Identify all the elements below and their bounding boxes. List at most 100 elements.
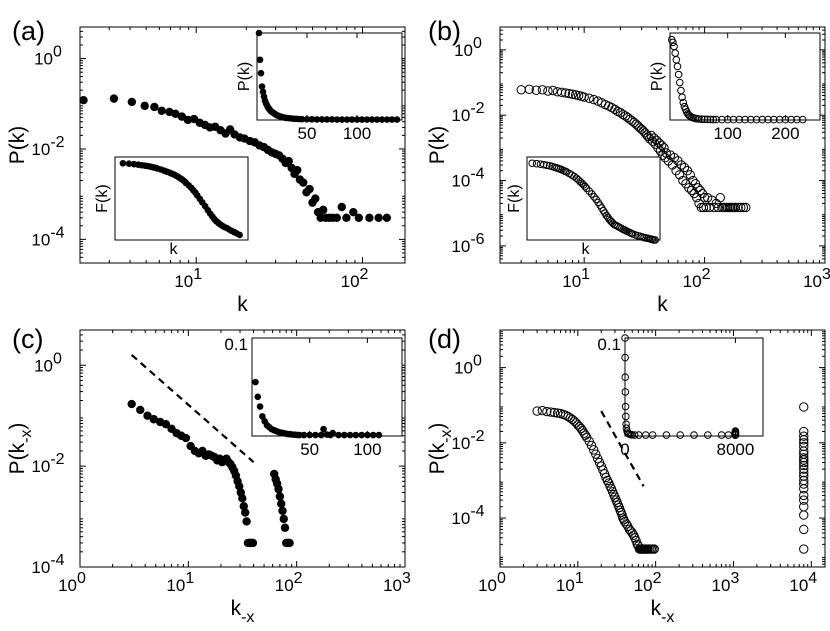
data-point: [746, 115, 755, 124]
data-point: [799, 464, 809, 474]
data-point: [660, 153, 670, 163]
data-point: [319, 205, 328, 215]
data-point: [337, 202, 346, 212]
y-axis-label: P(k): [6, 126, 29, 165]
data-point: [305, 184, 314, 194]
data-point: [606, 216, 615, 225]
main-series: [127, 399, 294, 548]
data-point: [303, 115, 311, 123]
data-point: [799, 468, 809, 478]
y-tick-label: 10-2: [31, 451, 64, 476]
data-point: [649, 544, 659, 554]
y-tick-label: 10-2: [451, 428, 484, 453]
inset-y-label: P(k): [649, 62, 666, 91]
inset-x-tick-label: 0: [620, 440, 629, 459]
data-point: [621, 373, 630, 382]
data-point: [621, 388, 630, 396]
data-point: [296, 431, 303, 439]
x-tick-label: 100: [58, 570, 86, 595]
data-point: [738, 202, 749, 213]
data-point: [293, 165, 302, 175]
data-point: [602, 475, 613, 486]
data-point: [532, 406, 542, 416]
reference-dashed-line: [600, 410, 645, 487]
inset-1: 0 8000 0.1: [597, 334, 764, 459]
data-point: [662, 431, 671, 439]
data-point: [799, 544, 809, 554]
data-point: [157, 106, 166, 115]
data-point: [338, 116, 346, 123]
x-tick-label: 103: [803, 266, 830, 291]
y-tick-label: 100: [454, 353, 482, 378]
data-point: [329, 429, 337, 437]
x-tick-label: 102: [341, 266, 369, 291]
data-point: [712, 115, 720, 124]
data-point: [332, 213, 341, 223]
data-point: [259, 413, 266, 420]
data-point: [621, 334, 629, 342]
data-point: [799, 502, 809, 512]
data-point: [300, 431, 308, 439]
data-point: [274, 484, 283, 494]
data-point: [256, 56, 264, 64]
data-point: [758, 115, 767, 124]
data-point: [368, 116, 376, 123]
data-point: [685, 170, 695, 180]
data-point: [622, 412, 630, 421]
data-point: [323, 116, 331, 123]
data-point: [764, 115, 772, 124]
data-point: [546, 407, 556, 417]
y-tick-label: 10-2: [31, 134, 64, 159]
inset-y-tick-label: 0.1: [224, 335, 248, 354]
data-point: [651, 236, 660, 244]
data-point: [684, 183, 694, 193]
data-point: [659, 143, 669, 153]
panel-label: (c): [12, 324, 43, 354]
data-point: [621, 353, 629, 362]
data-point: [586, 440, 597, 451]
data-point: [373, 116, 381, 123]
data-point: [543, 86, 553, 96]
data-point: [799, 455, 809, 465]
data-point: [363, 116, 371, 123]
data-point: [731, 431, 740, 440]
data-point: [181, 433, 191, 443]
data-point: [627, 528, 637, 538]
reference-dashed-line: [130, 354, 255, 463]
inset-frame: [624, 337, 764, 437]
data-point: [311, 194, 320, 203]
data-point: [676, 160, 686, 170]
data-point: [382, 213, 392, 223]
data-point: [735, 115, 744, 124]
inset-1: 100 200 P(k): [649, 32, 821, 143]
data-point: [584, 93, 594, 103]
data-point: [704, 431, 712, 439]
data-point: [799, 484, 809, 494]
data-point: [161, 419, 171, 429]
inset-x-tick-label: 50: [298, 124, 317, 143]
data-point: [579, 92, 589, 102]
data-point: [235, 481, 244, 491]
y-axis-label: P(k): [426, 126, 449, 165]
data-point: [798, 115, 807, 124]
data-point: [143, 411, 152, 420]
data-point: [341, 431, 348, 439]
data-point: [333, 116, 341, 123]
x-tick-label: 102: [634, 570, 662, 595]
data-point: [328, 116, 336, 123]
data-point: [799, 431, 809, 441]
data-point: [241, 508, 250, 517]
data-point: [741, 115, 749, 124]
data-point: [678, 175, 688, 186]
inset-x-tick-label: 100: [714, 124, 742, 143]
data-point: [242, 517, 251, 526]
data-point: [109, 94, 119, 103]
data-point: [284, 156, 293, 166]
data-point: [793, 115, 801, 124]
data-point: [695, 185, 705, 196]
data-point: [369, 431, 377, 439]
data-point: [140, 101, 149, 111]
data-point: [605, 481, 615, 491]
